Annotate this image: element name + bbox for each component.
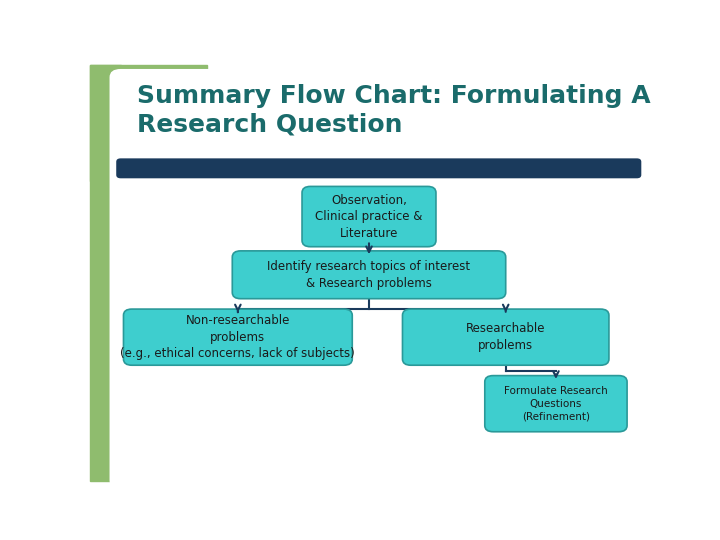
Text: Formulate Research
Questions
(Refinement): Formulate Research Questions (Refinement… [504,386,608,422]
FancyBboxPatch shape [402,309,609,365]
FancyBboxPatch shape [485,376,627,432]
Text: Researchable
problems: Researchable problems [466,322,546,352]
Text: Identify research topics of interest
& Research problems: Identify research topics of interest & R… [267,260,471,289]
Text: Non-researchable
problems
(e.g., ethical concerns, lack of subjects): Non-researchable problems (e.g., ethical… [120,314,355,360]
FancyBboxPatch shape [116,158,642,178]
FancyBboxPatch shape [109,69,660,489]
Bar [90,65,121,481]
Text: Observation,
Clinical practice &
Literature: Observation, Clinical practice & Literat… [315,193,423,240]
Bar [90,65,207,181]
Text: Summary Flow Chart: Formulating A
Research Question: Summary Flow Chart: Formulating A Resear… [138,84,651,136]
FancyBboxPatch shape [233,251,505,299]
FancyBboxPatch shape [124,309,352,365]
FancyBboxPatch shape [302,186,436,247]
